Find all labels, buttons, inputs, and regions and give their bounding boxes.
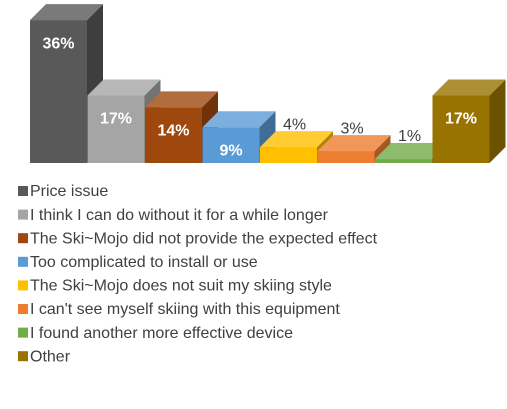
legend-label: Other — [30, 348, 71, 365]
legend-label: I found another more effective device — [30, 325, 293, 342]
bar — [145, 107, 202, 163]
legend-swatch — [18, 351, 28, 362]
legend-label: Too complicated to install or use — [30, 254, 258, 271]
legend-swatch — [18, 304, 28, 314]
legend-swatch — [18, 280, 28, 291]
bar-top — [432, 79, 506, 96]
bar-top — [30, 4, 103, 21]
legend-label: I think I can do without it for a while … — [30, 207, 329, 224]
bar-top — [317, 135, 391, 152]
bar-top — [202, 111, 276, 128]
bar-top — [145, 91, 218, 108]
data-label: 9% — [219, 142, 242, 159]
bar — [375, 159, 432, 163]
legend-label: I can't see myself skiing with this equi… — [30, 301, 340, 318]
bar — [87, 95, 145, 163]
data-label: 3% — [340, 120, 363, 137]
data-label: 17% — [445, 111, 477, 128]
bar — [30, 20, 87, 163]
bar-top — [375, 143, 448, 160]
data-label: 1% — [398, 128, 421, 145]
bar-side — [489, 79, 506, 163]
data-label: 4% — [283, 116, 306, 133]
legend-swatch — [18, 209, 28, 220]
legend-swatch — [18, 186, 28, 196]
data-label: 14% — [157, 123, 189, 140]
bar — [317, 151, 375, 163]
data-label: 36% — [42, 35, 74, 52]
bar — [432, 95, 490, 163]
legend-swatch — [18, 233, 28, 244]
legend-label: The Ski~Mojo did not provide the expecte… — [30, 230, 378, 247]
bar — [260, 147, 317, 163]
legend-label: The Ski~Mojo does not suit my skiing sty… — [30, 278, 332, 295]
bar — [202, 127, 260, 163]
data-label: 17% — [100, 111, 132, 128]
legend-swatch — [18, 256, 28, 267]
legend-label: Price issue — [30, 183, 108, 200]
bar-top — [260, 131, 333, 148]
bar-top — [87, 79, 161, 96]
legend-swatch — [18, 327, 28, 338]
